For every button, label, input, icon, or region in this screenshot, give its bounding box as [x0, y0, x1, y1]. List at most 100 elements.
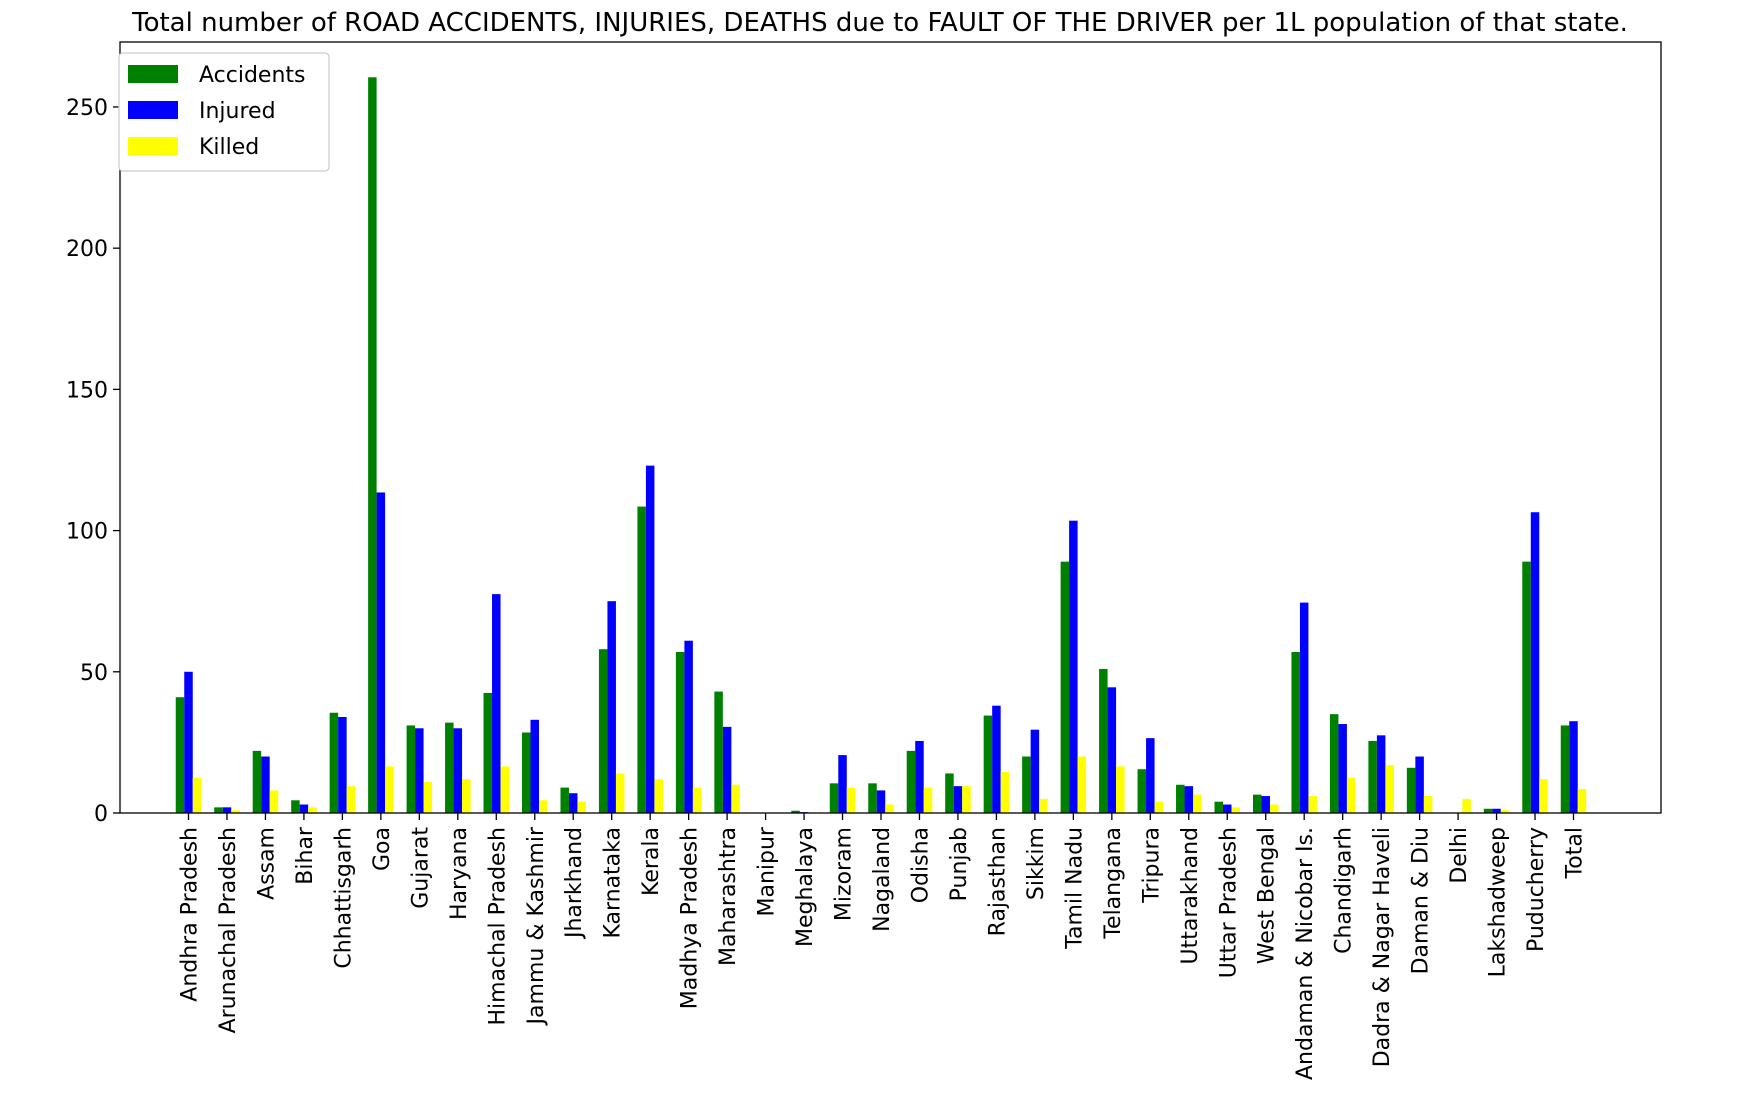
- legend-swatch-injured: [128, 101, 178, 119]
- x-tick-label-uttarakhand: Uttarakhand: [1178, 827, 1203, 964]
- bar-injured-chandigarh: [1338, 724, 1347, 813]
- bar-killed-himachal-pradesh: [500, 766, 510, 813]
- y-tick-label: 200: [66, 237, 108, 262]
- bar-injured-sikkim: [1030, 729, 1040, 813]
- bar-killed-uttarakhand: [1193, 794, 1202, 813]
- x-tick-label-odisha: Odisha: [908, 827, 933, 903]
- x-tick-label-andhra-pradesh: Andhra Pradesh: [178, 827, 203, 1002]
- bar-injured-tripura: [1146, 738, 1155, 813]
- bar-accidents-karnataka: [598, 649, 608, 813]
- bar-killed-dadra-and-nagar-haveli: [1385, 764, 1394, 813]
- bar-killed-jharkhand: [577, 801, 586, 813]
- x-tick-label-dadra-and-nagar-haveli: Dadra & Nagar Haveli: [1370, 827, 1395, 1067]
- bar-injured-karnataka: [607, 601, 616, 813]
- bar-injured-madhya-pradesh: [684, 640, 693, 813]
- bar-accidents-lakshadweep: [1483, 808, 1493, 813]
- x-tick-label-manipur: Manipur: [755, 826, 780, 916]
- bar-killed-nagaland: [885, 804, 894, 813]
- bar-killed-delhi: [1462, 798, 1471, 813]
- y-axis: 0 50 100 150 200 250: [66, 96, 120, 827]
- x-tick-label-bihar: Bihar: [293, 826, 318, 885]
- plot-frame: [119, 41, 1662, 814]
- bar-accidents-chandigarh: [1329, 714, 1339, 813]
- bar-injured-assam: [261, 756, 270, 813]
- y-tick-label: 250: [66, 96, 108, 121]
- bar-accidents-uttar-pradesh: [1214, 801, 1223, 813]
- x-tick-label-tripura: Tripura: [1139, 827, 1164, 904]
- bar-killed-daman-and-diu: [1423, 796, 1433, 813]
- bar-accidents-odisha: [906, 750, 916, 813]
- bar-accidents-sikkim: [1022, 756, 1031, 813]
- bar-accidents-daman-and-diu: [1406, 767, 1416, 813]
- x-tick-label-total: Total: [1563, 827, 1588, 879]
- x-tick-label-chandigarh: Chandigarh: [1332, 827, 1357, 954]
- bar-injured-total: [1569, 721, 1578, 813]
- bar-killed-sikkim: [1039, 798, 1048, 813]
- bar-injured-jammu-and-kashmir: [530, 719, 539, 813]
- bar-injured-bihar: [299, 804, 309, 813]
- bars-layer: [175, 77, 1587, 814]
- x-tick-label-karnataka: Karnataka: [601, 827, 626, 939]
- x-tick-label-mizoram: Mizoram: [832, 827, 857, 921]
- bar-accidents-chhattisgarh: [329, 712, 339, 813]
- bar-accidents-mizoram: [829, 783, 839, 813]
- bar-accidents-kerala: [637, 506, 646, 813]
- y-tick-label: 0: [94, 802, 108, 827]
- bar-injured-puducherry: [1530, 512, 1540, 813]
- bar-accidents-gujarat: [406, 725, 416, 813]
- bar-injured-mizoram: [838, 755, 847, 813]
- bar-accidents-jammu-and-kashmir: [522, 732, 531, 813]
- bar-killed-bihar: [308, 807, 317, 813]
- x-tick-label-arunachal-pradesh: Arunachal Pradesh: [216, 827, 241, 1033]
- bar-injured-uttarakhand: [1184, 786, 1194, 813]
- bar-killed-odisha: [923, 787, 933, 813]
- x-tick-label-nagaland: Nagaland: [870, 827, 895, 932]
- bar-killed-goa: [385, 766, 394, 813]
- bar-accidents-maharashtra: [714, 691, 723, 813]
- legend-swatch-accidents: [128, 65, 178, 83]
- legend-label-injured: Injured: [199, 99, 276, 124]
- x-tick-label-gujarat: Gujarat: [408, 827, 433, 909]
- bar-killed-total: [1577, 788, 1587, 813]
- bar-injured-kerala: [645, 465, 655, 813]
- bar-injured-dadra-and-nagar-haveli: [1376, 735, 1386, 813]
- x-tick-label-assam: Assam: [254, 827, 279, 900]
- bar-accidents-bihar: [291, 800, 300, 813]
- bar-accidents-arunachal-pradesh: [214, 807, 223, 813]
- bar-injured-chhattisgarh: [338, 716, 347, 813]
- bar-accidents-himachal-pradesh: [483, 692, 493, 813]
- legend-label-killed: Killed: [199, 135, 259, 160]
- bar-accidents-telangana: [1099, 668, 1108, 813]
- legend-label-accidents: Accidents: [199, 63, 306, 88]
- x-tick-label-kerala: Kerala: [639, 827, 664, 896]
- bar-killed-maharashtra: [731, 784, 740, 813]
- bar-injured-maharashtra: [722, 726, 732, 813]
- bar-injured-arunachal-pradesh: [222, 807, 232, 813]
- bar-killed-arunachal-pradesh: [231, 810, 240, 813]
- x-tick-label-lakshadweep: Lakshadweep: [1486, 827, 1511, 977]
- bar-killed-madhya-pradesh: [692, 787, 702, 813]
- x-tick-label-jharkhand: Jharkhand: [562, 827, 587, 940]
- bar-killed-gujarat: [423, 781, 433, 813]
- x-tick-label-telangana: Telangana: [1101, 827, 1126, 940]
- bar-accidents-puducherry: [1522, 561, 1531, 813]
- bar-accidents-meghalaya: [791, 810, 800, 813]
- bar-accidents-haryana: [445, 722, 454, 813]
- bar-killed-jammu-and-kashmir: [539, 800, 548, 813]
- bar-accidents-dadra-and-nagar-haveli: [1368, 740, 1377, 813]
- legend-swatch-killed: [128, 137, 178, 155]
- bar-killed-tripura: [1154, 801, 1164, 813]
- bar-killed-karnataka: [615, 773, 625, 813]
- x-tick-label-west-bengal: West Bengal: [1255, 827, 1280, 964]
- bar-accidents-punjab: [945, 773, 954, 813]
- bar-injured-rajasthan: [992, 705, 1001, 813]
- bar-injured-telangana: [1107, 687, 1117, 813]
- bar-accidents-tripura: [1137, 769, 1147, 813]
- bar-accidents-assam: [252, 750, 262, 813]
- bar-accidents-uttarakhand: [1176, 784, 1185, 813]
- bar-killed-chandigarh: [1346, 777, 1356, 813]
- bar-injured-haryana: [453, 728, 463, 813]
- bar-injured-west-bengal: [1261, 796, 1270, 813]
- legend: Accidents Injured Killed: [118, 52, 330, 172]
